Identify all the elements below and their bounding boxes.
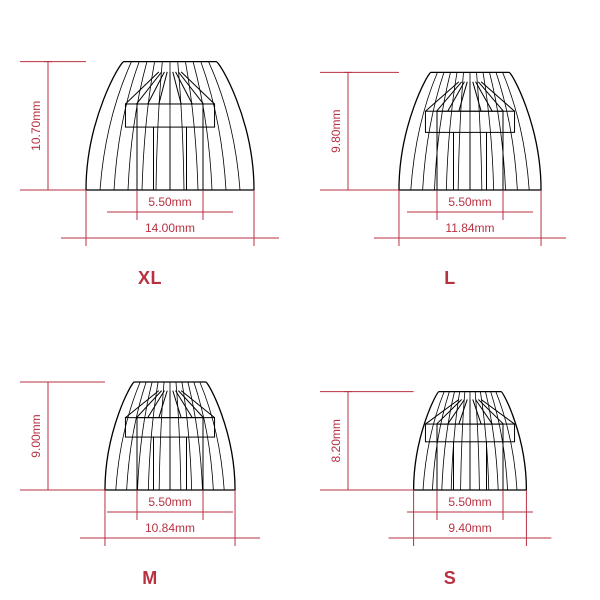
size-label-m: M	[0, 568, 300, 589]
dim-height-m: 9.00mm	[29, 414, 43, 457]
cell-xl: 10.70mm 5.50mm 14.00mm XL	[0, 0, 300, 300]
dim-inner-xl: 5.50mm	[148, 195, 191, 209]
eartip-diagram-s: 8.20mm 5.50mm 9.40mm	[300, 300, 600, 600]
dim-outer-xl: 14.00mm	[145, 221, 195, 235]
size-label-xl: XL	[0, 268, 300, 289]
dim-height-l: 9.80mm	[329, 110, 343, 153]
dim-inner-s: 5.50mm	[448, 495, 491, 509]
size-label-s: S	[300, 568, 600, 589]
size-label-l: L	[300, 268, 600, 289]
cell-s: 8.20mm 5.50mm 9.40mm S	[300, 300, 600, 600]
dim-outer-l: 11.84mm	[445, 221, 494, 235]
dim-outer-s: 9.40mm	[448, 521, 491, 535]
cell-l: 9.80mm 5.50mm 11.84mm L	[300, 0, 600, 300]
cell-m: 9.00mm 5.50mm 10.84mm M	[0, 300, 300, 600]
dim-inner-m: 5.50mm	[148, 495, 191, 509]
dim-inner-l: 5.50mm	[448, 195, 491, 209]
dim-height-xl: 10.70mm	[29, 101, 43, 151]
size-diagram-grid: 10.70mm 5.50mm 14.00mm XL 9.80mm 5.50mm 11.84…	[0, 0, 600, 600]
eartip-diagram-m: 9.00mm 5.50mm 10.84mm	[0, 300, 300, 600]
eartip-diagram-xl: 10.70mm 5.50mm 14.00mm	[0, 0, 300, 300]
eartip-diagram-l: 9.80mm 5.50mm 11.84mm	[300, 0, 600, 300]
dim-outer-m: 10.84mm	[145, 521, 195, 535]
dim-height-s: 8.20mm	[329, 419, 343, 462]
